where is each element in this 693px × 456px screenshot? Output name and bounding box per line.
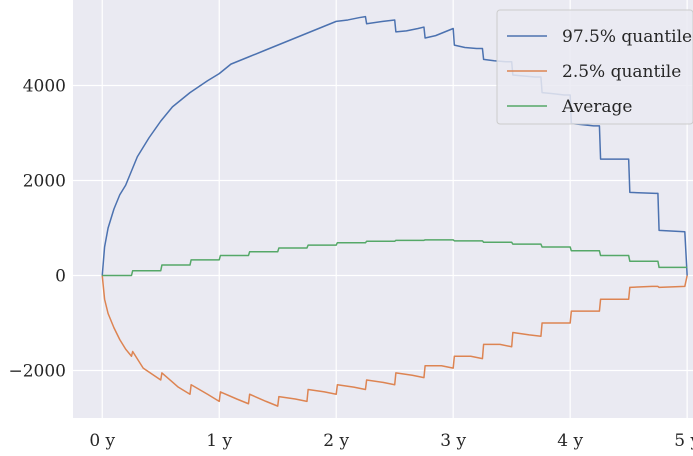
legend-label: 2.5% quantile [562, 62, 681, 82]
y-tick-label: −2000 [8, 362, 66, 382]
x-tick-label: 3 y [440, 431, 466, 451]
x-axis: 0 y 1 y 2 y 3 y 4 y 5 y [89, 431, 693, 451]
x-tick-label: 2 y [323, 431, 349, 451]
legend-label: Average [561, 97, 632, 117]
y-tick-label: 0 [55, 267, 66, 287]
y-tick-label: 2000 [23, 172, 66, 192]
series-line-2 [101, 275, 688, 407]
y-axis: −2000 0 2000 4000 [8, 77, 66, 382]
x-tick-label: 1 y [206, 431, 232, 451]
x-tick-label: 5 y [674, 431, 693, 451]
y-tick-label: 4000 [23, 77, 66, 97]
series-line-3 [102, 239, 688, 277]
legend-label: 97.5% quantile [562, 27, 692, 47]
legend-box [496, 9, 693, 125]
legend: 97.5% quantile 2.5% quantile Average [496, 9, 693, 125]
x-tick-label: 0 y [89, 431, 115, 451]
x-tick-label: 4 y [557, 431, 583, 451]
